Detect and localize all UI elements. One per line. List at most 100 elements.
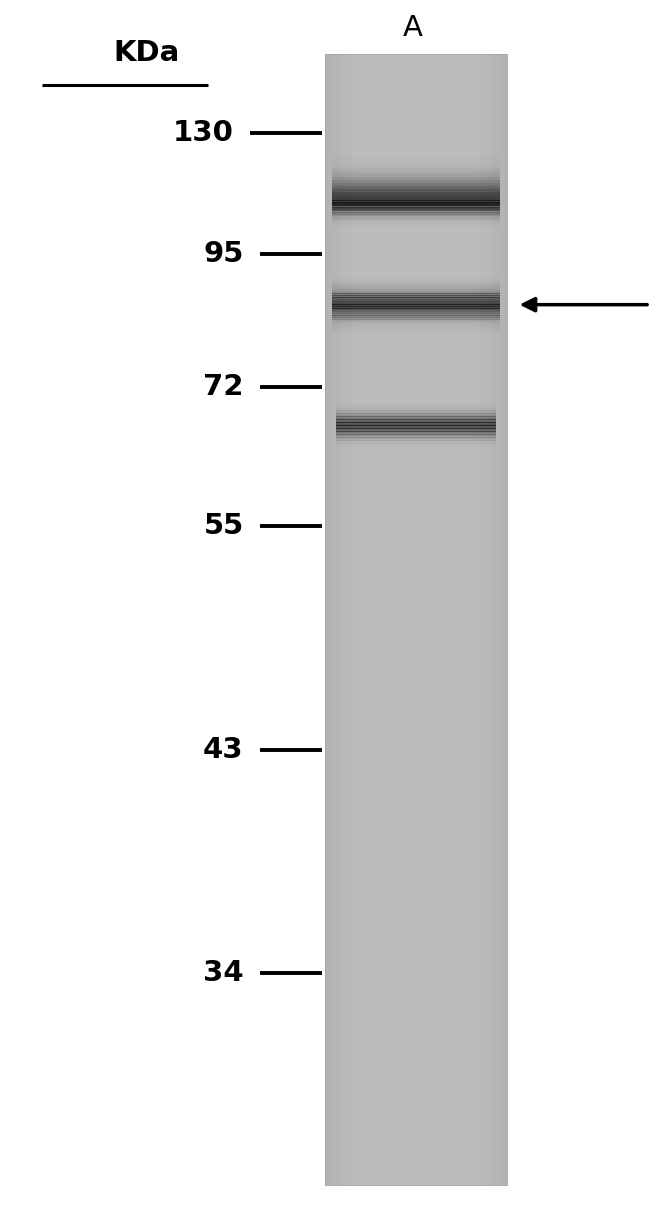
Bar xyxy=(336,433,496,435)
Bar xyxy=(332,308,500,311)
Bar xyxy=(325,54,507,1185)
Bar xyxy=(336,436,496,438)
Bar xyxy=(336,403,496,405)
Bar xyxy=(332,283,500,284)
Bar xyxy=(332,299,500,301)
Bar xyxy=(332,206,500,208)
Bar xyxy=(494,54,497,1185)
Bar xyxy=(332,170,500,174)
Bar xyxy=(354,54,356,1185)
Bar xyxy=(336,416,496,418)
Bar xyxy=(332,192,500,195)
Bar xyxy=(336,418,496,420)
Bar xyxy=(332,202,500,204)
Bar xyxy=(332,329,500,330)
Bar xyxy=(332,183,500,186)
Bar xyxy=(332,168,500,170)
Bar xyxy=(332,306,500,308)
Bar xyxy=(332,288,500,290)
Bar xyxy=(332,212,500,215)
Bar xyxy=(332,224,500,226)
Bar xyxy=(481,54,484,1185)
Bar xyxy=(332,279,500,280)
Bar xyxy=(336,428,496,430)
Bar xyxy=(336,413,496,415)
Bar xyxy=(336,434,496,436)
Bar xyxy=(332,320,500,323)
Text: 55: 55 xyxy=(203,511,244,540)
Bar xyxy=(332,326,500,329)
Bar xyxy=(332,294,500,296)
Bar xyxy=(336,445,496,447)
Bar xyxy=(502,54,504,1185)
Bar xyxy=(476,54,478,1185)
Bar xyxy=(332,305,500,307)
Bar xyxy=(336,430,496,432)
Bar xyxy=(336,424,496,426)
Bar xyxy=(336,412,496,413)
Bar xyxy=(336,422,496,424)
Bar xyxy=(332,310,500,312)
Bar xyxy=(336,438,496,439)
Bar xyxy=(499,54,502,1185)
Bar xyxy=(332,158,500,162)
Bar xyxy=(332,201,500,203)
Bar xyxy=(332,174,500,177)
Bar xyxy=(343,54,346,1185)
Bar xyxy=(332,221,500,225)
Bar xyxy=(332,323,500,325)
Bar xyxy=(332,302,500,305)
Bar xyxy=(336,440,496,442)
Bar xyxy=(325,54,328,1185)
Bar xyxy=(489,54,491,1185)
Bar xyxy=(484,54,486,1185)
Bar xyxy=(332,316,500,318)
Bar xyxy=(332,287,500,289)
Bar xyxy=(332,203,500,207)
Bar xyxy=(332,319,500,322)
Bar xyxy=(332,312,500,314)
Bar xyxy=(332,313,500,316)
Bar xyxy=(486,54,489,1185)
Bar xyxy=(332,295,500,297)
Bar xyxy=(328,54,330,1185)
Bar xyxy=(333,54,335,1185)
Bar xyxy=(332,195,500,197)
Bar xyxy=(336,432,496,433)
Bar xyxy=(332,330,500,332)
Bar xyxy=(341,54,343,1185)
Bar xyxy=(332,291,500,294)
Bar xyxy=(332,280,500,283)
Bar xyxy=(332,210,500,213)
Text: A: A xyxy=(403,15,422,42)
Bar xyxy=(351,54,354,1185)
Bar xyxy=(336,421,496,423)
Bar xyxy=(336,407,496,409)
Bar xyxy=(332,216,500,220)
Bar xyxy=(491,54,494,1185)
Bar xyxy=(332,214,500,216)
Bar xyxy=(332,325,500,326)
Bar xyxy=(332,164,500,168)
Bar xyxy=(332,215,500,218)
Bar xyxy=(332,189,500,191)
Bar xyxy=(332,219,500,221)
Bar xyxy=(336,439,496,441)
Bar xyxy=(336,415,496,417)
Bar xyxy=(332,290,500,293)
Bar xyxy=(336,420,496,421)
Bar xyxy=(332,207,500,209)
Text: 72: 72 xyxy=(203,372,244,401)
Text: 95: 95 xyxy=(203,239,244,268)
Bar xyxy=(332,156,500,158)
Bar xyxy=(504,54,507,1185)
Bar xyxy=(336,404,496,406)
Text: 43: 43 xyxy=(203,735,244,764)
Bar xyxy=(335,54,338,1185)
Bar xyxy=(332,277,500,279)
Bar xyxy=(332,297,500,300)
Bar xyxy=(336,446,496,449)
Bar xyxy=(338,54,341,1185)
Bar xyxy=(497,54,499,1185)
Bar xyxy=(348,54,351,1185)
